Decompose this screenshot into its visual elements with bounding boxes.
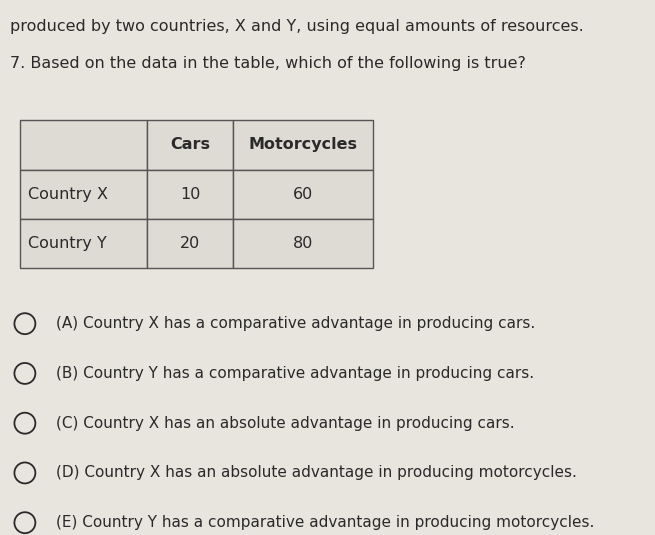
Text: Motorcycles: Motorcycles [248, 137, 358, 152]
Text: produced by two countries, X and Y, using equal amounts of resources.: produced by two countries, X and Y, usin… [10, 19, 584, 34]
Text: Cars: Cars [170, 137, 210, 152]
Text: (B) Country Y has a comparative advantage in producing cars.: (B) Country Y has a comparative advantag… [56, 366, 534, 381]
Bar [20, 120, 147, 170]
Bar [147, 219, 233, 268]
Text: 60: 60 [293, 187, 313, 202]
Text: (C) Country X has an absolute advantage in producing cars.: (C) Country X has an absolute advantage … [56, 416, 514, 431]
Text: 80: 80 [293, 236, 313, 251]
Bar [20, 170, 147, 219]
Text: Country X: Country X [28, 187, 107, 202]
Text: Country Y: Country Y [28, 236, 106, 251]
Text: 7. Based on the data in the table, which of the following is true?: 7. Based on the data in the table, which… [10, 56, 526, 71]
Bar [20, 219, 147, 268]
Bar [233, 219, 373, 268]
Bar [147, 170, 233, 219]
Bar [233, 170, 373, 219]
Bar [233, 120, 373, 170]
Text: (D) Country X has an absolute advantage in producing motorcycles.: (D) Country X has an absolute advantage … [56, 465, 576, 480]
Text: (A) Country X has a comparative advantage in producing cars.: (A) Country X has a comparative advantag… [56, 316, 535, 331]
Bar [147, 120, 233, 170]
Text: 10: 10 [179, 187, 200, 202]
Text: (E) Country Y has a comparative advantage in producing motorcycles.: (E) Country Y has a comparative advantag… [56, 515, 594, 530]
Text: 20: 20 [180, 236, 200, 251]
